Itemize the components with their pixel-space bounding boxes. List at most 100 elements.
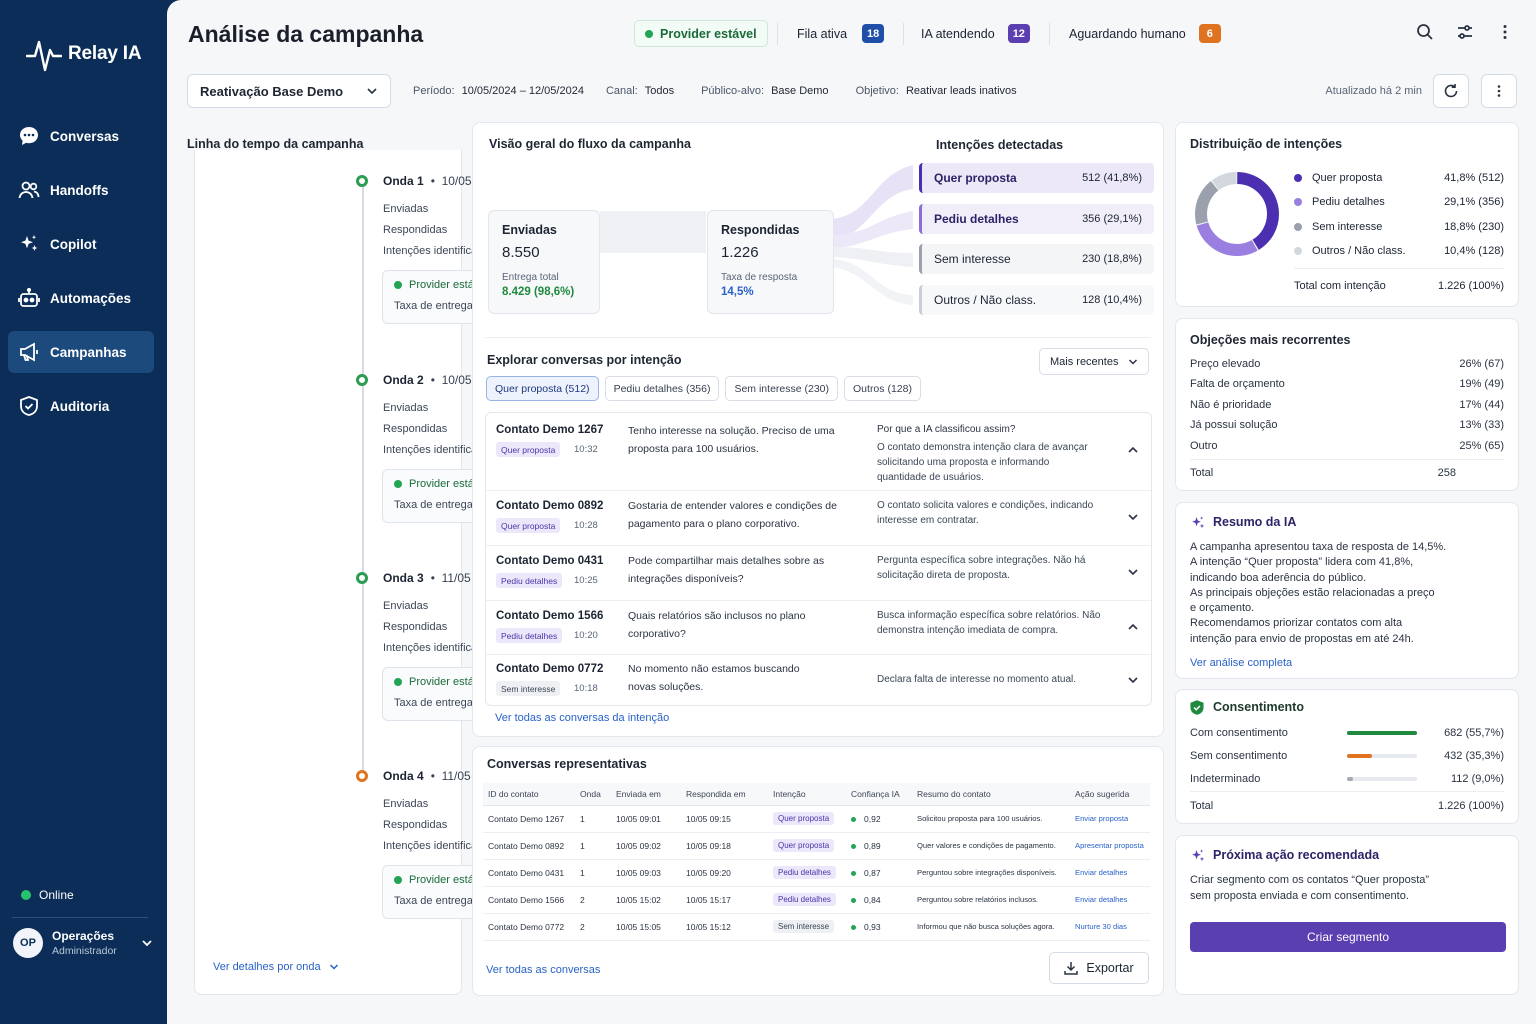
- consent-value: 112 (9,0%): [1451, 773, 1504, 785]
- flow-link: [833, 247, 913, 267]
- conversation-row[interactable]: Contato Demo 0772 Sem interesse 10:18 No…: [486, 655, 1151, 705]
- chevron-down-icon[interactable]: [141, 937, 153, 949]
- column-header[interactable]: Confiança IA: [846, 783, 912, 806]
- chevron-up-icon[interactable]: [1127, 444, 1139, 456]
- objection-item: Não é prioridade 17% (44): [1190, 399, 1504, 411]
- column-header[interactable]: Ação sugerida: [1070, 783, 1150, 806]
- conversation-row[interactable]: Contato Demo 0431 Pediu detalhes 10:25 P…: [486, 546, 1151, 601]
- message-time: 10:25: [574, 575, 598, 586]
- wave-number: 2: [575, 886, 611, 914]
- intent-tag: Quer proposta: [496, 442, 561, 457]
- metric-label: Enviadas: [383, 600, 429, 612]
- provider-status-badge[interactable]: Provider estável: [634, 20, 768, 47]
- consent-item: Sem consentimento 432 (35,3%): [1190, 750, 1504, 764]
- intent-row-sem-interesse[interactable]: Sem interesse 230 (18,8%): [919, 244, 1154, 274]
- sidebar-item-auditoria[interactable]: Auditoria: [8, 385, 154, 427]
- chevron-down-icon[interactable]: [1127, 674, 1139, 686]
- donut-slice[interactable]: [1195, 172, 1279, 256]
- user-menu[interactable]: OP Operações Administrador: [13, 928, 153, 958]
- sort-select[interactable]: Mais recentes: [1039, 348, 1149, 375]
- donut-slice[interactable]: [1195, 172, 1279, 256]
- sidebar-item-copilot[interactable]: Copilot: [8, 223, 154, 265]
- download-icon: [1064, 962, 1079, 975]
- sidebar-item-handoffs[interactable]: Handoffs: [8, 169, 154, 211]
- more-options-button[interactable]: [1481, 74, 1517, 108]
- table-row[interactable]: Contato Demo 0892 1 10/05 09:02 10/05 09:18…: [483, 832, 1150, 860]
- queue-counter[interactable]: Fila ativa 18: [797, 20, 885, 47]
- column-header[interactable]: Respondida em: [681, 783, 768, 806]
- sidebar-item-automacoes[interactable]: Automações: [8, 277, 154, 319]
- total-value: 1.226 (100%): [1437, 280, 1504, 292]
- column-header[interactable]: Enviada em: [611, 783, 681, 806]
- create-segment-button[interactable]: Criar segmento: [1190, 922, 1506, 952]
- all-conversations-link[interactable]: Ver todas as conversas: [486, 964, 601, 976]
- online-status[interactable]: Online: [21, 888, 74, 902]
- contact-name: Contato Demo 0431: [496, 555, 604, 567]
- suggested-action-link[interactable]: Enviar detalhes: [1070, 859, 1150, 887]
- avatar: OP: [13, 928, 43, 958]
- contact-name: Contato Demo 1267: [496, 424, 604, 436]
- consent-item: Com consentimento 682 (55,7%): [1190, 727, 1504, 741]
- more-vertical-icon[interactable]: [1496, 23, 1514, 41]
- wave-details-link[interactable]: Ver detalhes por onda: [213, 961, 339, 973]
- sidebar-item-conversas[interactable]: Conversas: [8, 115, 154, 157]
- conversation-row[interactable]: Contato Demo 0892 Quer proposta 10:28 Go…: [486, 491, 1151, 546]
- sent-at: 10/05 09:01: [611, 805, 681, 833]
- donut-slice[interactable]: [1195, 172, 1279, 256]
- refresh-button[interactable]: [1433, 74, 1469, 108]
- tab-pediu-detalhes[interactable]: Pediu detalhes (356): [604, 376, 720, 401]
- suggested-action-link[interactable]: Nurture 30 dias: [1070, 913, 1150, 941]
- conversation-row[interactable]: Contato Demo 1566 Pediu detalhes 10:20 Q…: [486, 601, 1151, 655]
- flow-node-sent[interactable]: Enviadas 8.550 Entrega total 8.429 (98,6…: [488, 210, 600, 314]
- suggested-action-link[interactable]: Enviar proposta: [1070, 805, 1150, 833]
- timeline-title: Linha do tempo da campanha: [187, 137, 364, 151]
- shield-check-icon: [20, 396, 38, 416]
- metric-label: Enviadas: [383, 798, 429, 810]
- flow-link: [833, 165, 913, 243]
- status-dot-icon: [645, 29, 653, 38]
- sidebar-nav: Conversas Handoffs Copilot Automações Ca…: [8, 115, 154, 439]
- contact-summary: Quer valores e condições de pagamento.: [912, 832, 1070, 860]
- column-header[interactable]: Onda: [575, 783, 611, 806]
- intent-row-outros[interactable]: Outros / Não class. 128 (10,4%): [919, 285, 1154, 315]
- delivery-label: Taxa de entrega: [394, 499, 473, 511]
- tab-sem-interesse[interactable]: Sem interesse (230): [725, 376, 839, 401]
- app-logo[interactable]: Relay IA: [26, 34, 142, 74]
- campaign-select[interactable]: Reativação Base Demo: [187, 74, 391, 108]
- sliders-icon[interactable]: [1456, 23, 1474, 41]
- divider: [1190, 791, 1504, 792]
- column-header[interactable]: ID do contato: [483, 783, 575, 806]
- table-row[interactable]: Contato Demo 1566 2 10/05 15:02 10/05 15:17…: [483, 886, 1150, 914]
- column-header[interactable]: Resumo do contato: [912, 783, 1070, 806]
- table-row[interactable]: Contato Demo 0431 1 10/05 09:03 10/05 09:20…: [483, 859, 1150, 887]
- full-analysis-link[interactable]: Ver análise completa: [1190, 657, 1293, 669]
- objection-value: 17% (44): [1459, 399, 1504, 411]
- intent-name: Pediu detalhes: [934, 212, 1019, 226]
- conversation-row[interactable]: Contato Demo 1267 Quer proposta 10:32 Te…: [486, 413, 1151, 491]
- tab-quer-proposta[interactable]: Quer proposta (512): [486, 376, 599, 401]
- export-button[interactable]: Exportar: [1049, 952, 1149, 984]
- flow-node-responded[interactable]: Respondidas 1.226 Taxa de resposta 14,5%: [707, 210, 834, 314]
- suggested-action-link[interactable]: Enviar detalhes: [1070, 886, 1150, 914]
- delivery-label: Taxa de entrega: [394, 895, 473, 907]
- sidebar-item-campanhas[interactable]: Campanhas: [8, 331, 154, 373]
- tab-outros[interactable]: Outros (128): [844, 376, 921, 401]
- flow-node-value: 8.550: [502, 244, 540, 261]
- goal-value: Reativar leads inativos: [905, 85, 1017, 97]
- ai-counter[interactable]: IA atendendo 12: [921, 20, 1030, 47]
- column-header[interactable]: Intenção: [768, 783, 846, 806]
- intent-cell: Sem interesse: [768, 913, 846, 941]
- table-row[interactable]: Contato Demo 0772 2 10/05 15:05 10/05 15:12…: [483, 913, 1150, 941]
- human-counter[interactable]: Aguardando humano 6: [1069, 20, 1221, 47]
- intent-name: Quer proposta: [934, 171, 1017, 185]
- table-row[interactable]: Contato Demo 1267 1 10/05 09:01 10/05 09:15…: [483, 805, 1150, 833]
- chevron-down-icon[interactable]: [1127, 511, 1139, 523]
- intent-row-quer-proposta[interactable]: Quer proposta 512 (41,8%): [919, 163, 1154, 193]
- suggested-action-link[interactable]: Apresentar proposta: [1070, 832, 1150, 860]
- search-icon[interactable]: [1416, 23, 1434, 41]
- provider-status-label: Provider estável: [409, 478, 488, 490]
- chevron-up-icon[interactable]: [1127, 621, 1139, 633]
- intent-conversations-link[interactable]: Ver todas as conversas da intenção: [495, 712, 670, 724]
- intent-row-pediu-detalhes[interactable]: Pediu detalhes 356 (29,1%): [919, 204, 1154, 234]
- chevron-down-icon[interactable]: [1127, 566, 1139, 578]
